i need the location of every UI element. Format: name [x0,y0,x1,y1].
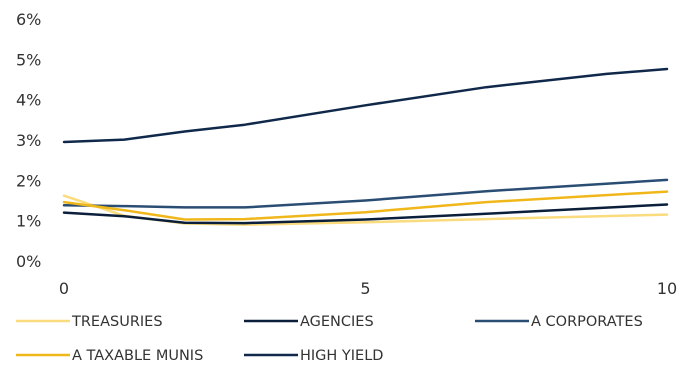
legend-label: TREASURIES [71,314,163,330]
y-tick-label: 1% [16,212,41,231]
legend-label: HIGH YIELD [300,348,383,364]
x-axis: 0 5 10 [59,279,677,298]
legend-label: A CORPORATES [531,314,643,330]
y-tick-label: 2% [16,171,41,190]
x-tick-label: 0 [59,279,69,298]
plot-area [62,67,669,226]
legend: TREASURIES AGENCIES A CORPORATES A TAXABLE … [16,314,643,364]
legend-item-a-taxable-munis: A TAXABLE MUNIS [16,348,203,364]
y-tick-label: 6% [16,10,41,29]
legend-item-treasuries: TREASURIES [16,314,163,330]
series-line-high-yield [62,67,669,144]
legend-item-high-yield: HIGH YIELD [244,348,383,364]
series-line-a-corporates [62,178,669,209]
legend-item-agencies: AGENCIES [244,314,374,330]
y-tick-label: 0% [16,252,41,271]
series-line-agencies [62,203,669,225]
legend-label: A TAXABLE MUNIS [72,348,203,364]
legend-item-a-corporates: A CORPORATES [475,314,643,330]
y-tick-label: 4% [16,91,41,110]
y-tick-label: 5% [16,50,41,69]
legend-label: AGENCIES [300,314,374,330]
x-tick-label: 10 [657,279,677,298]
y-axis: 0% 1% 2% 3% 4% 5% 6% [16,10,41,271]
y-tick-label: 3% [16,131,41,150]
series-line-a-taxable-munis [62,190,669,221]
x-tick-label: 5 [360,279,370,298]
